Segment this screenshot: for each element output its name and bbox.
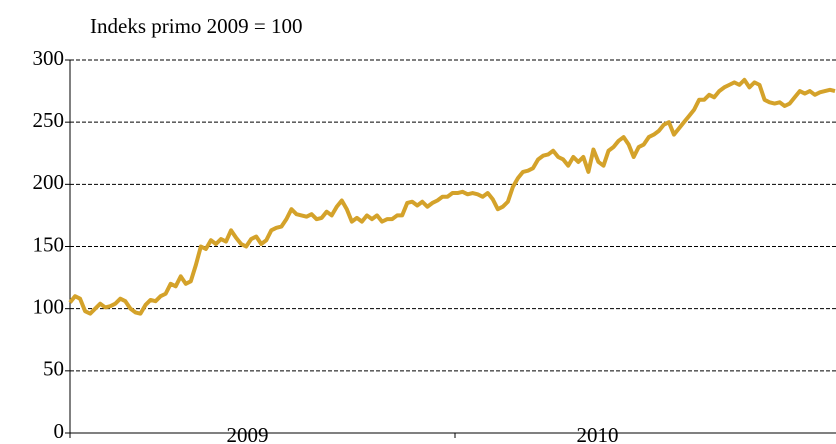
y-tick-label: 0 bbox=[54, 419, 65, 443]
y-tick-label: 50 bbox=[43, 357, 64, 381]
y-tick-label: 200 bbox=[33, 170, 65, 194]
x-tick-label: 2010 bbox=[577, 423, 619, 444]
data-line bbox=[68, 77, 836, 316]
y-tick-label: 100 bbox=[33, 294, 65, 318]
x-tick-label: 2009 bbox=[227, 423, 269, 444]
y-tick-label: 300 bbox=[33, 46, 65, 70]
y-tick-label: 250 bbox=[33, 108, 65, 132]
y-tick-label: 150 bbox=[33, 232, 65, 256]
chart-title: Indeks primo 2009 = 100 bbox=[90, 14, 303, 38]
